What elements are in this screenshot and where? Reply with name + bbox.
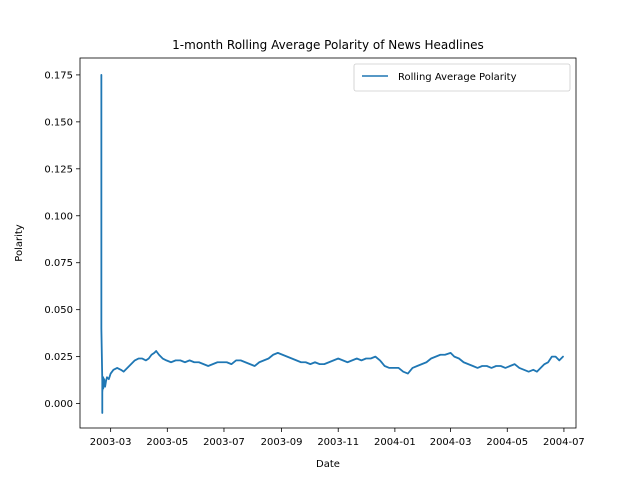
x-tick-label: 2003-11 [317, 437, 359, 448]
y-tick-label: 0.125 [44, 164, 73, 175]
legend-box [353, 63, 571, 92]
y-tick-label: 0.100 [44, 211, 73, 222]
plot-area [80, 58, 576, 428]
series-layer [100, 74, 564, 414]
legend: Rolling Average Polarity [353, 63, 571, 92]
x-tick-label: 2003-09 [261, 437, 303, 448]
y-tick-label: 0.000 [44, 399, 73, 410]
series-line-0 [100, 74, 564, 414]
chart-title: 1-month Rolling Average Polarity of News… [172, 38, 484, 52]
x-tick-label: 2003-05 [146, 437, 188, 448]
x-tick-label: 2004-05 [486, 437, 528, 448]
x-tick-label: 2004-01 [374, 437, 416, 448]
y-tick-label: 0.050 [44, 305, 73, 316]
y-axis: 0.000 0.025 0.050 0.075 0.100 0.125 0.150 0.175 [44, 70, 80, 410]
x-axis-title: Date [316, 459, 340, 470]
x-axis: 2003-03 2003-05 2003-07 2003-09 2003-11 2004-… [90, 428, 585, 448]
y-tick-label: 0.150 [44, 117, 73, 128]
y-tick-label: 0.025 [44, 352, 73, 363]
legend-label: Rolling Average Polarity [398, 72, 517, 83]
x-tick-label: 2004-03 [430, 437, 472, 448]
y-axis-title: Polarity [14, 224, 25, 262]
plot-frame [79, 57, 577, 429]
y-tick-label: 0.075 [44, 258, 73, 269]
y-tick-label: 0.175 [44, 70, 73, 81]
x-tick-label: 2003-03 [90, 437, 132, 448]
x-tick-label: 2003-07 [203, 437, 245, 448]
x-tick-label: 2004-07 [543, 437, 585, 448]
